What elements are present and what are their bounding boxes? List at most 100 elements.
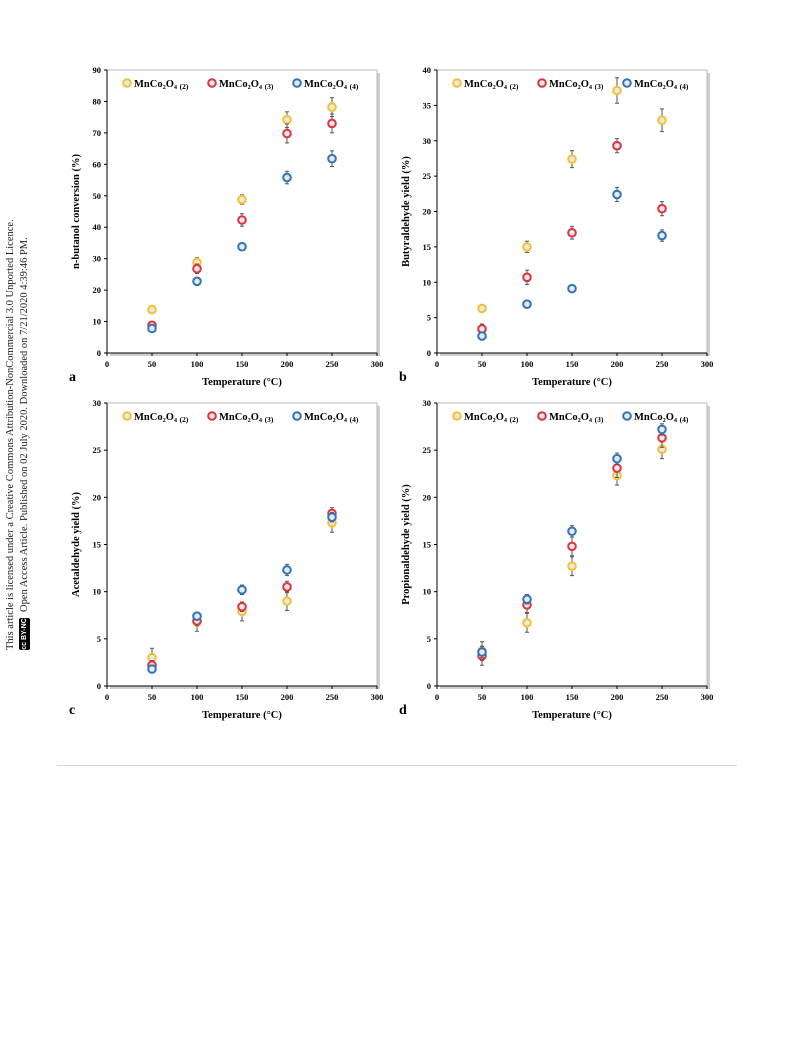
chart-panel-c: 0 50 100 150 200 250 300 0 5 10 15 20 25 30 Temperatur… [65, 395, 395, 730]
chart-c-svg: 0 50 100 150 200 250 300 0 5 10 15 20 25 30 Temperatur… [69, 398, 383, 721]
y-axis-title: Butyraldehyde yield (%) [401, 156, 412, 267]
x-tick-label: 250 [326, 359, 339, 369]
data-point [567, 227, 577, 238]
chart-panel-d: 0 50 100 150 200 250 300 0 5 10 15 20 25 30 Temperatur… [395, 395, 725, 730]
chart-panel-a: 0 50 100 150 200 250 300 0 10 20 30 40 50 60 70 80 90 Tem… [65, 62, 395, 397]
data-point [657, 424, 667, 435]
data-point [612, 453, 622, 464]
x-tick-label: 0 [105, 359, 109, 369]
legend-label: MnCo₂O₄ (2) [464, 79, 519, 91]
data-point [522, 242, 532, 252]
legend-marker [122, 78, 132, 88]
data-point [612, 463, 622, 473]
x-axis-title: Temperature (°C) [202, 710, 282, 721]
x-tick-label: 150 [236, 359, 249, 369]
legend-label: MnCo₂O₄ (3) [219, 79, 274, 91]
panel-letter: b [399, 370, 407, 385]
y-tick-label: 15 [93, 540, 102, 550]
data-point [282, 565, 292, 575]
y-tick-label: 80 [93, 96, 102, 106]
data-point [657, 230, 667, 241]
x-tick-label: 100 [191, 692, 204, 702]
chart-d-svg: 0 50 100 150 200 250 300 0 5 10 15 20 25 30 Temperatur… [399, 398, 714, 721]
data-point [192, 263, 202, 274]
legend-label: MnCo₂O₄ (2) [134, 79, 189, 91]
y-tick-label: 30 [93, 398, 102, 408]
x-tick-label: 150 [236, 692, 249, 702]
data-point [237, 601, 247, 612]
license-note: This article is licensed under a Creativ… [4, 10, 44, 650]
legend-marker [207, 78, 217, 88]
data-point [522, 272, 532, 283]
legend-marker [537, 78, 547, 88]
data-point [522, 299, 532, 309]
y-tick-label: 10 [93, 317, 102, 327]
x-tick-label: 300 [701, 359, 714, 369]
data-point [237, 241, 247, 252]
x-tick-label: 200 [281, 692, 294, 702]
cc-license-badge[interactable]: cc BY-NC [19, 618, 31, 650]
y-axis-title: Propionaldehyde yield (%) [401, 484, 412, 605]
legend-label: MnCo₂O₄ (2) [464, 412, 519, 424]
data-point [282, 172, 292, 183]
data-point [327, 512, 337, 522]
license-line[interactable]: This article is licensed under a Creativ… [5, 219, 16, 650]
x-tick-label: 150 [566, 692, 579, 702]
legend-label: MnCo₂O₄ (2) [134, 412, 189, 424]
data-point [282, 582, 292, 592]
legend-marker [122, 411, 132, 421]
y-tick-label: 20 [423, 492, 432, 502]
y-tick-label: 0 [427, 681, 431, 691]
y-axis-title: n-butanol conversion (%) [71, 154, 82, 269]
y-tick-label: 10 [423, 587, 432, 597]
x-tick-label: 300 [701, 692, 714, 702]
data-point [612, 189, 622, 200]
y-tick-label: 0 [427, 348, 431, 358]
x-tick-label: 250 [326, 692, 339, 702]
data-point [327, 118, 337, 129]
y-tick-label: 5 [427, 313, 431, 323]
y-tick-label: 25 [93, 445, 102, 455]
x-tick-label: 200 [611, 692, 624, 702]
data-point [237, 194, 247, 205]
y-tick-label: 25 [423, 171, 432, 181]
legend-marker [622, 411, 632, 421]
y-tick-label: 30 [93, 254, 102, 264]
plot-area [106, 402, 378, 687]
legend-label: MnCo₂O₄ (4) [634, 412, 689, 424]
data-point [477, 647, 487, 657]
x-axis-title: Temperature (°C) [202, 377, 282, 388]
panel-letter: d [399, 703, 407, 718]
data-point [567, 526, 577, 537]
y-axis-title: Acetaldehyde yield (%) [71, 492, 82, 597]
page-divider [57, 765, 737, 766]
x-axis-title: Temperature (°C) [532, 710, 612, 721]
legend-label: MnCo₂O₄ (3) [219, 412, 274, 424]
data-point [522, 617, 532, 628]
y-tick-label: 50 [93, 191, 102, 201]
x-tick-label: 150 [566, 359, 579, 369]
legend-marker [452, 78, 462, 88]
legend-marker [207, 411, 217, 421]
x-tick-label: 50 [148, 692, 157, 702]
x-tick-label: 300 [371, 359, 384, 369]
x-tick-label: 100 [521, 359, 534, 369]
data-point [567, 154, 577, 164]
y-tick-label: 0 [97, 348, 101, 358]
data-point [567, 283, 577, 294]
data-point [237, 584, 247, 595]
legend-label: MnCo₂O₄ (3) [549, 412, 604, 424]
legend-label: MnCo₂O₄ (4) [304, 412, 359, 424]
x-tick-label: 250 [656, 692, 669, 702]
data-point [612, 85, 622, 96]
x-tick-label: 50 [478, 359, 487, 369]
legend-marker [292, 411, 302, 421]
y-tick-label: 35 [423, 100, 432, 110]
x-tick-label: 0 [435, 692, 439, 702]
data-point [477, 331, 487, 341]
data-point [612, 140, 622, 151]
y-tick-label: 40 [93, 222, 102, 232]
data-point [327, 153, 337, 164]
data-point [567, 541, 577, 552]
x-tick-label: 50 [478, 692, 487, 702]
